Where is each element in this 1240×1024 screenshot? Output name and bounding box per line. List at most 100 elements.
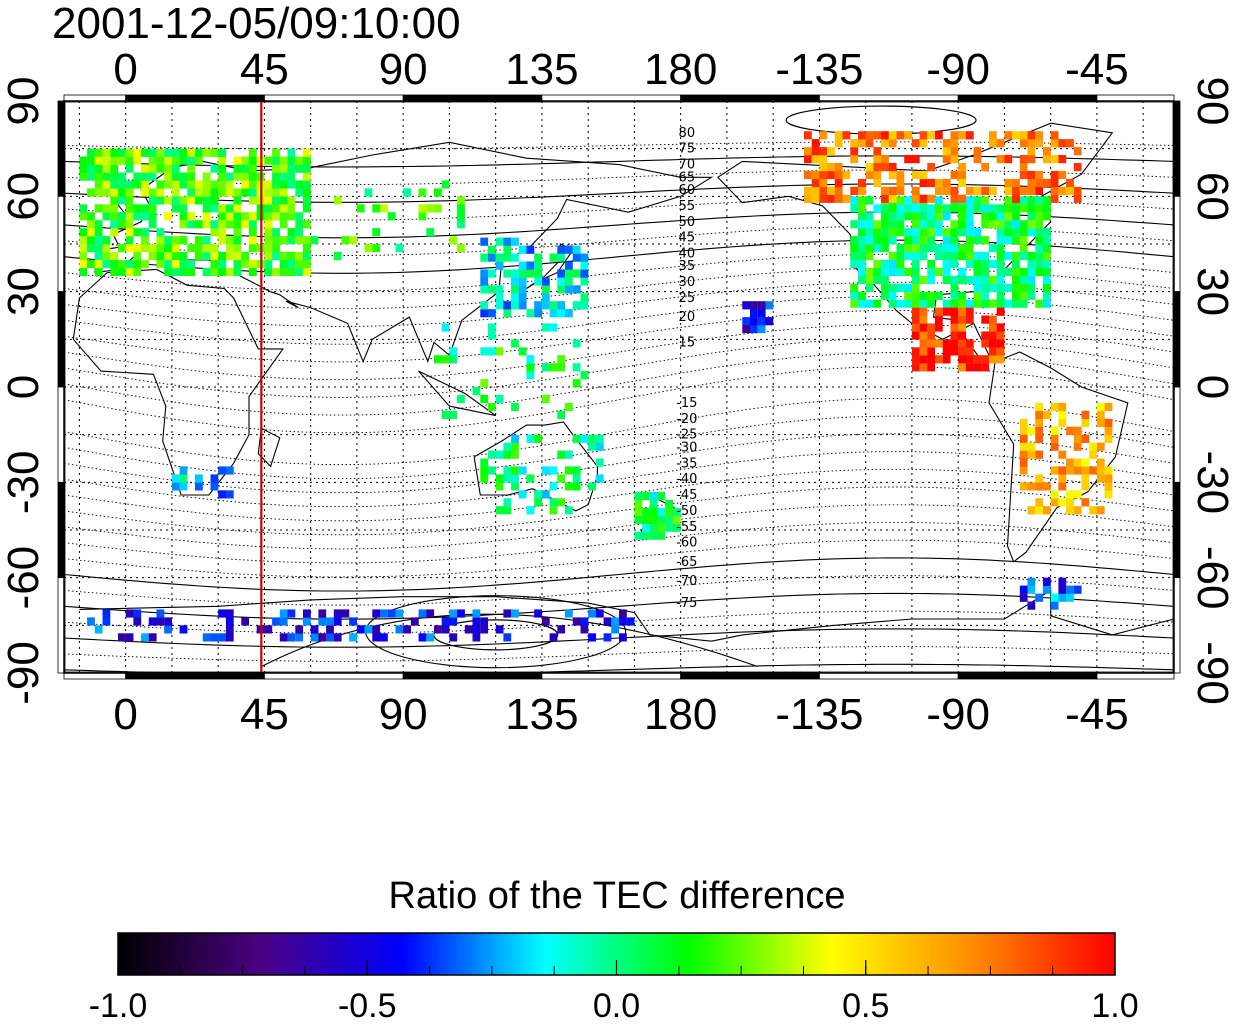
data-cell [102, 212, 111, 221]
data-cell [225, 609, 234, 618]
data-cell [264, 625, 273, 634]
data-cell [750, 309, 758, 318]
data-cell [511, 609, 519, 618]
data-cell [94, 625, 103, 634]
data-cell [202, 172, 211, 181]
data-cell [865, 139, 874, 148]
data-cell [595, 434, 604, 443]
data-cell [935, 291, 943, 300]
data-cell [364, 625, 373, 634]
data-cell [1050, 194, 1059, 203]
data-cell [210, 228, 219, 237]
data-cell [981, 331, 990, 340]
data-cell [434, 355, 442, 364]
data-cell [549, 506, 558, 515]
data-cell [950, 307, 959, 316]
data-cell [303, 148, 311, 157]
data-cell [996, 155, 1005, 164]
data-cell [1035, 267, 1044, 276]
data-cell [1012, 194, 1020, 203]
data-cell [981, 196, 990, 205]
data-cell [511, 442, 519, 451]
data-cell [295, 228, 304, 237]
data-cell [1027, 131, 1036, 140]
data-cell [927, 355, 936, 364]
data-cell [164, 172, 172, 181]
data-cell [572, 466, 581, 475]
data-cell [225, 212, 234, 221]
data-cell [665, 507, 674, 516]
data-cell [480, 625, 489, 634]
data-cell [279, 172, 288, 181]
data-cell [449, 410, 458, 419]
data-cell [989, 355, 997, 364]
data-cell [619, 617, 627, 626]
data-cell [125, 236, 134, 245]
data-cell [210, 267, 219, 276]
data-cell [996, 212, 1005, 221]
data-cell [218, 156, 226, 165]
coastline [418, 370, 497, 417]
data-cell [1058, 139, 1067, 148]
data-cell [225, 204, 234, 213]
data-cell [911, 275, 920, 284]
data-cell [187, 188, 196, 197]
data-cell [79, 164, 88, 173]
data-cell [488, 245, 496, 254]
data-cell [210, 244, 219, 253]
data-cell [935, 131, 943, 140]
data-cell [811, 186, 820, 195]
data-cell [842, 194, 851, 203]
data-cell [488, 253, 496, 262]
data-cell [503, 269, 512, 278]
data-cell [403, 625, 411, 634]
data-cell [518, 293, 527, 302]
data-cell [965, 355, 974, 364]
right-lat-label: -60 [1188, 546, 1237, 610]
data-cell [279, 267, 288, 276]
data-cell [1066, 186, 1074, 195]
data-cell [287, 633, 296, 642]
data-cell [233, 259, 242, 269]
data-cell [927, 275, 936, 284]
data-cell [349, 236, 357, 245]
data-cell [264, 156, 273, 165]
data-cell [287, 204, 296, 213]
data-cell [164, 251, 172, 261]
data-cell [881, 131, 889, 140]
data-cell [526, 355, 535, 364]
data-cell [187, 156, 196, 165]
data-cell [434, 625, 442, 634]
data-cell [557, 498, 566, 507]
data-cell [673, 515, 681, 524]
data-cell [179, 267, 188, 276]
top-lon-label: -135 [775, 45, 863, 94]
right-lat-label: 60 [1188, 172, 1237, 221]
data-cell [287, 228, 296, 237]
data-cell [541, 323, 550, 332]
data-cell [534, 269, 542, 278]
data-cell [919, 315, 928, 324]
data-cell [457, 609, 465, 618]
data-cell [827, 170, 835, 180]
data-cell [272, 204, 280, 213]
data-cell [1035, 418, 1044, 427]
data-cell [865, 299, 874, 308]
data-cell [279, 251, 288, 261]
data-cell [950, 204, 959, 213]
data-cell [1019, 220, 1028, 229]
data-cell [1035, 196, 1044, 205]
data-cell [1035, 220, 1044, 229]
data-cell [249, 164, 257, 173]
data-cell [210, 164, 219, 173]
data-cell [1043, 196, 1051, 205]
data-cell [819, 131, 828, 140]
data-cell [1035, 593, 1044, 602]
data-cell [927, 299, 936, 308]
contour-line [64, 433, 1174, 494]
data-cell [942, 355, 951, 364]
data-cell [1050, 186, 1059, 195]
data-cell [534, 253, 542, 262]
data-cell [1012, 186, 1020, 195]
data-cell [588, 442, 596, 451]
